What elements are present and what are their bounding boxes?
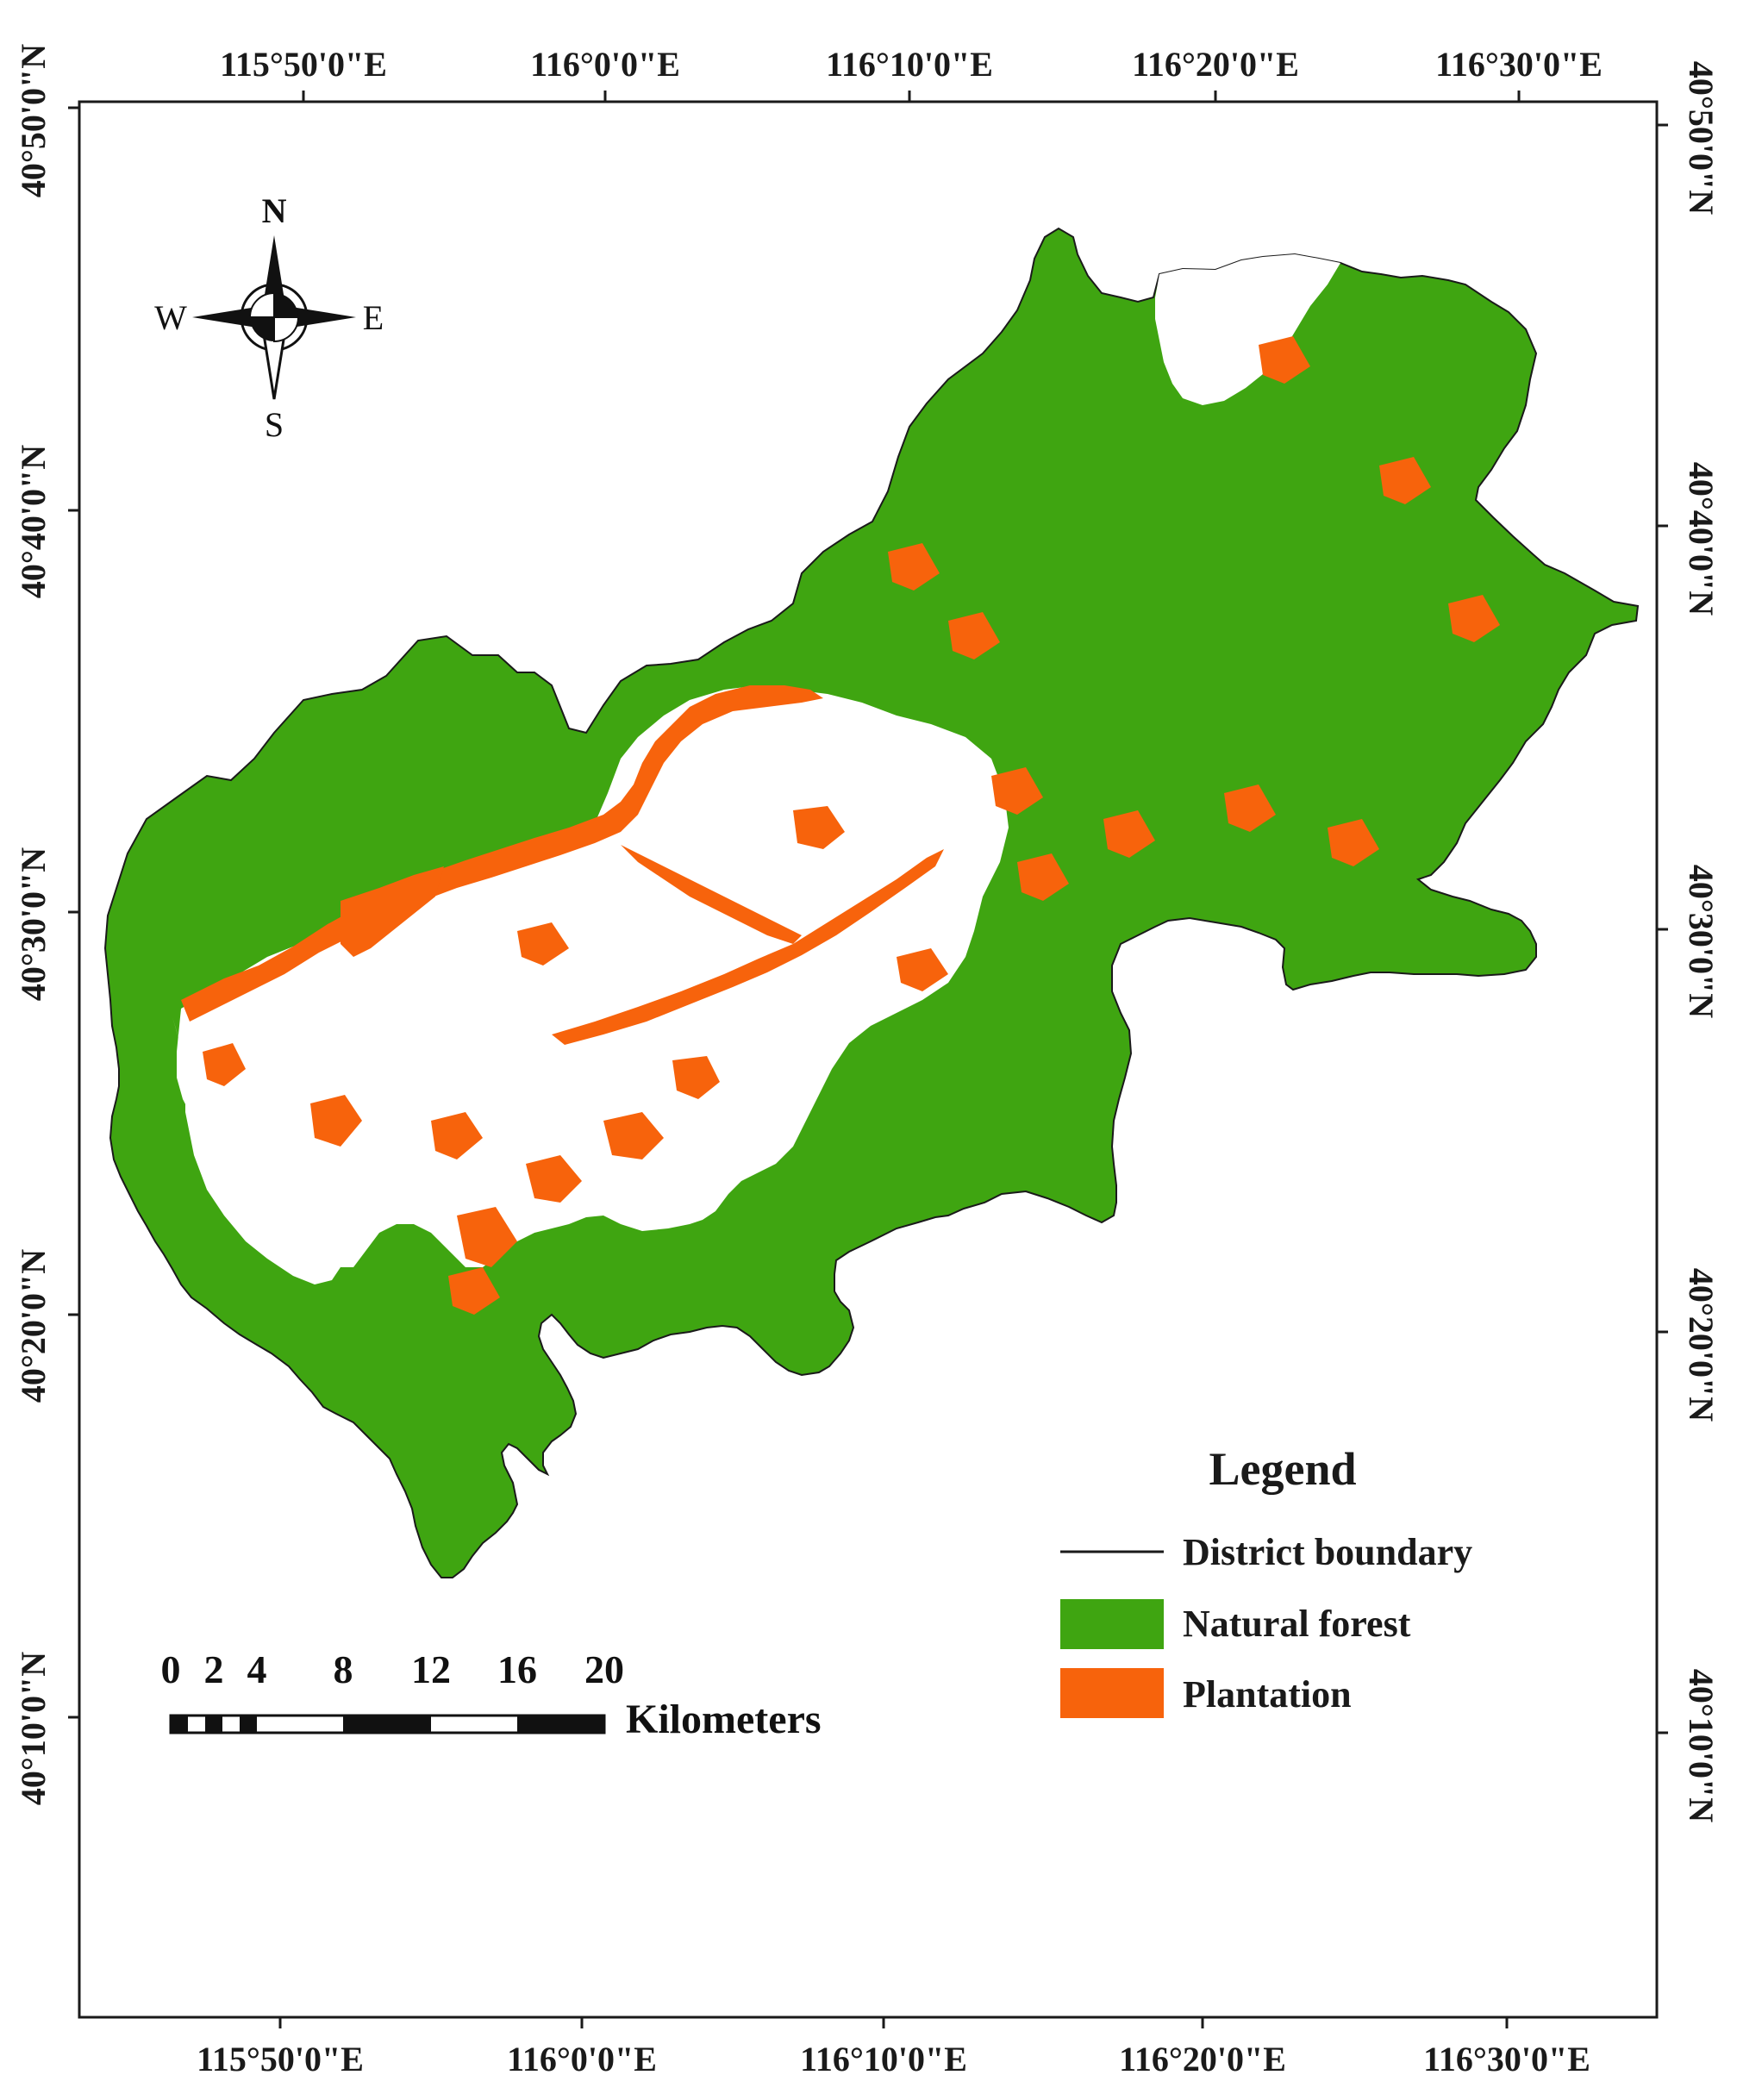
top-label-1: 115°50'0"E — [220, 45, 387, 84]
plantation-far-south — [448, 1267, 500, 1315]
bottom-axis-labels: 115°50'0"E 116°0'0"E 116°10'0"E 116°20'0… — [197, 2040, 1590, 2078]
plantation-center-1 — [793, 806, 845, 849]
scale-segment-1 — [171, 1716, 188, 1733]
north-arrow: N S E W — [154, 191, 384, 444]
plantation-southwest-3 — [457, 1207, 517, 1267]
plantation-east-2 — [1017, 853, 1069, 901]
tick-marks — [68, 91, 1668, 2028]
legend-label-boundary: District boundary — [1183, 1531, 1472, 1573]
compass-west-label: W — [154, 298, 187, 337]
bottom-label-4: 116°20'0"E — [1119, 2040, 1286, 2078]
scale-tick-16: 16 — [497, 1647, 537, 1691]
compass-needle-north — [264, 235, 284, 300]
compass-east-label: E — [363, 298, 384, 337]
plantation-east-4 — [1224, 784, 1276, 832]
right-label-1: 40°50'0"N — [1682, 61, 1721, 215]
compass-quadrant-ne — [274, 293, 298, 317]
plantation-north-1 — [888, 543, 940, 591]
scale-tick-4: 4 — [247, 1647, 267, 1691]
scale-segment-5 — [517, 1716, 604, 1733]
plantation-south-2 — [672, 1056, 720, 1099]
top-label-4: 116°20'0"E — [1132, 45, 1299, 84]
plantation-sw-strip — [203, 1043, 246, 1086]
scale-segment-2 — [205, 1716, 222, 1733]
right-label-4: 40°20'0"N — [1682, 1268, 1721, 1422]
compass-quadrant-sw — [250, 317, 274, 341]
scale-tick-0: 0 — [161, 1647, 181, 1691]
plantation-west-block — [341, 866, 444, 957]
left-axis-labels: 40°50'0"N 40°40'0"N 40°30'0"N 40°20'0"N … — [14, 44, 53, 1805]
top-axis-labels: 115°50'0"E 116°0'0"E 116°10'0"E 116°20'0… — [220, 45, 1603, 84]
scale-tick-12: 12 — [411, 1647, 451, 1691]
right-axis-labels: 40°50'0"N 40°40'0"N 40°30'0"N 40°20'0"N … — [1682, 61, 1721, 1822]
plantation-east-3 — [1103, 810, 1155, 858]
bottom-label-2: 116°0'0"E — [507, 2040, 657, 2078]
plantation-southwest-1 — [310, 1095, 362, 1147]
plantation-areas — [181, 336, 1500, 1315]
scale-segment-4 — [343, 1716, 431, 1733]
legend-label-plantation: Plantation — [1183, 1673, 1352, 1716]
non-forest-northeast — [1155, 254, 1340, 405]
legend-symbol-plantation — [1060, 1668, 1164, 1718]
plantation-north-2 — [948, 612, 1000, 659]
bottom-label-3: 116°10'0"E — [800, 2040, 967, 2078]
bottom-label-5: 116°30'0"E — [1423, 2040, 1590, 2078]
plantation-north-5 — [1448, 595, 1500, 642]
scale-tick-20: 20 — [584, 1647, 624, 1691]
top-label-2: 116°0'0"E — [530, 45, 680, 84]
legend-symbol-natural-forest — [1060, 1599, 1164, 1649]
legend: Legend District boundary Natural forest … — [1060, 1443, 1472, 1718]
compass-needle-west — [192, 307, 257, 328]
compass-north-label: N — [262, 191, 287, 230]
legend-label-natural-forest: Natural forest — [1183, 1603, 1411, 1645]
top-label-5: 116°30'0"E — [1435, 45, 1603, 84]
right-label-3: 40°30'0"N — [1682, 865, 1721, 1018]
compass-quadrant-nw — [248, 291, 275, 318]
plantation-east-5 — [1328, 819, 1379, 866]
plantation-southwest-4 — [526, 1155, 582, 1203]
left-label-2: 40°40'0"N — [14, 445, 53, 598]
top-label-3: 116°10'0"E — [826, 45, 993, 84]
plantation-center-2 — [517, 922, 569, 966]
compass-south-label: S — [265, 405, 284, 444]
legend-title: Legend — [1209, 1443, 1356, 1495]
compass-quadrant-se — [273, 316, 300, 343]
scale-bar: 0 2 4 8 12 16 20 Kilometers — [161, 1647, 822, 1742]
plantation-south-diagonal — [552, 849, 944, 1045]
left-label-4: 40°20'0"N — [14, 1249, 53, 1403]
left-label-5: 40°10'0"N — [14, 1652, 53, 1805]
right-label-5: 40°10'0"N — [1682, 1669, 1721, 1822]
right-label-2: 40°40'0"N — [1682, 462, 1721, 616]
plantation-north-3 — [1259, 336, 1310, 384]
compass-needle-east — [291, 307, 356, 328]
bottom-label-1: 115°50'0"E — [197, 2040, 364, 2078]
scale-unit-label: Kilometers — [626, 1697, 822, 1742]
non-forest-southwest — [172, 1017, 341, 1284]
plantation-north-4 — [1379, 457, 1431, 504]
scale-segment-3 — [240, 1716, 257, 1733]
plantation-east-1 — [991, 767, 1043, 815]
plantation-inner-cross — [621, 845, 802, 944]
plantation-south-1 — [603, 1112, 664, 1159]
plantation-center-3 — [897, 948, 948, 991]
plantation-southwest-2 — [431, 1112, 483, 1159]
scale-tick-2: 2 — [204, 1647, 224, 1691]
left-label-3: 40°30'0"N — [14, 847, 53, 1001]
left-label-1: 40°50'0"N — [14, 44, 53, 197]
scale-tick-8: 8 — [334, 1647, 353, 1691]
